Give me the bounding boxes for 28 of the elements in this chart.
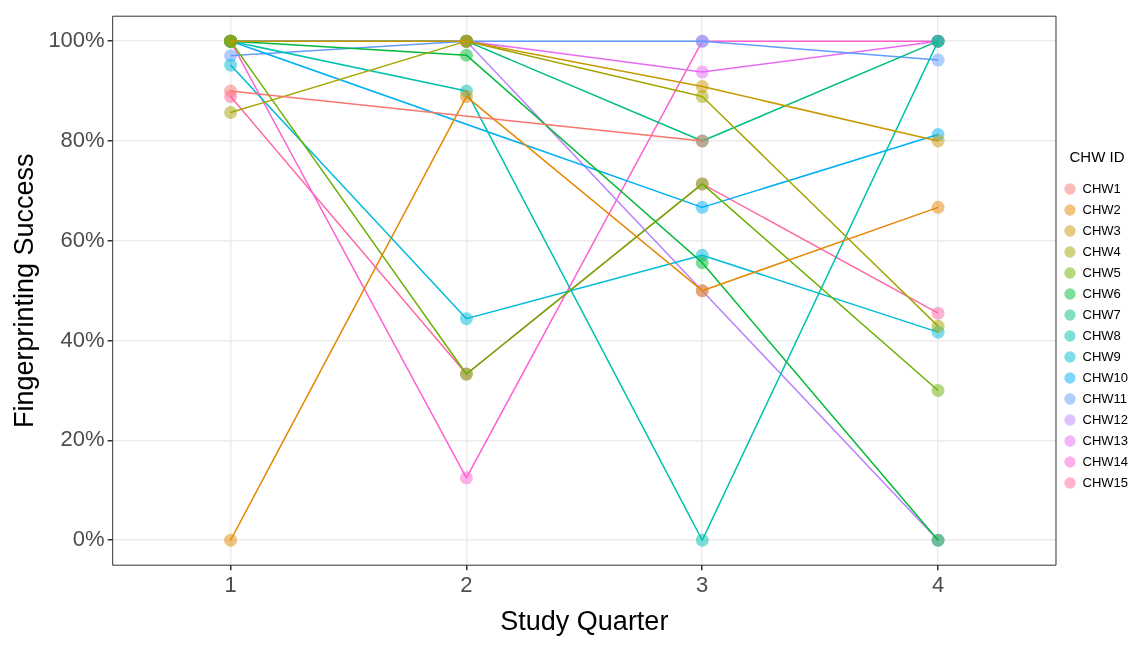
legend-label: CHW11 bbox=[1082, 390, 1128, 406]
legend-label: CHW6 bbox=[1082, 285, 1121, 301]
y-tick-label: 80% bbox=[60, 127, 105, 153]
y-axis-title: Fingerprinting Success bbox=[8, 153, 39, 429]
legend-label: CHW2 bbox=[1082, 201, 1121, 217]
x-tick-label: 2 bbox=[460, 572, 473, 598]
legend-label: CHW13 bbox=[1082, 432, 1129, 448]
x-tick-label: 3 bbox=[696, 572, 709, 598]
legend-label: CHW10 bbox=[1082, 369, 1129, 385]
legend-label: CHW8 bbox=[1082, 327, 1121, 343]
y-tick-label: 20% bbox=[60, 426, 105, 452]
legend-label: CHW5 bbox=[1082, 264, 1121, 280]
x-tick-label: 1 bbox=[224, 572, 237, 598]
y-tick-label: 0% bbox=[72, 526, 105, 552]
legend-label: CHW7 bbox=[1082, 306, 1121, 322]
y-tick-label: 100% bbox=[48, 27, 105, 53]
legend-title: CHW ID bbox=[1069, 148, 1125, 166]
legend-label: CHW4 bbox=[1082, 243, 1121, 259]
legend-label: CHW9 bbox=[1082, 348, 1121, 364]
y-tick-label: 40% bbox=[60, 326, 105, 352]
y-tick-label: 60% bbox=[60, 226, 105, 252]
legend-label: CHW1 bbox=[1082, 180, 1121, 196]
x-axis-title: Study Quarter bbox=[500, 606, 669, 637]
legend-label: CHW12 bbox=[1082, 411, 1129, 427]
legend-label: CHW15 bbox=[1082, 474, 1129, 490]
legend-label: CHW14 bbox=[1082, 453, 1129, 469]
x-tick-label: 4 bbox=[931, 572, 945, 598]
legend-label: CHW3 bbox=[1082, 222, 1121, 238]
